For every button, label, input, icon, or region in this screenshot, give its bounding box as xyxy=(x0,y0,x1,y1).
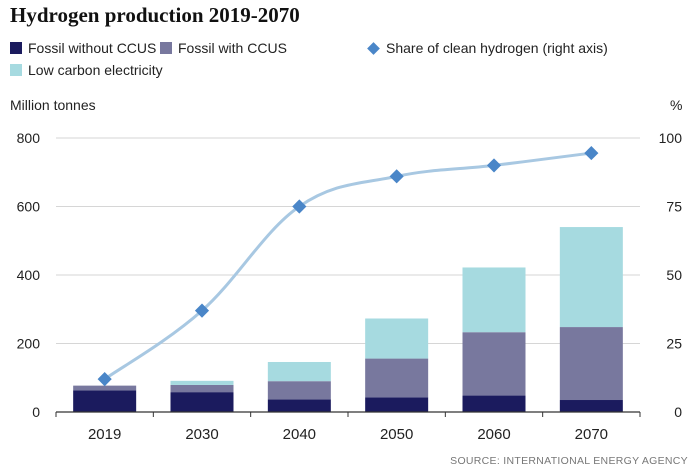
bar-fossil-with-ccus-2019 xyxy=(73,385,137,391)
share-marker-2019 xyxy=(97,372,112,387)
share-marker-2050 xyxy=(389,169,404,184)
x-tick-label: 2030 xyxy=(185,426,218,443)
legend-item-fossil-without-ccus: Fossil without CCUS xyxy=(10,40,156,56)
y2-tick-label: 0 xyxy=(674,404,682,420)
y2-axis-label: % xyxy=(670,97,683,113)
x-tick-label: 2050 xyxy=(380,426,413,443)
y2-tick-label: 100 xyxy=(659,130,683,146)
share-marker-2070 xyxy=(584,145,599,161)
bar-fossil-with-ccus-2060 xyxy=(462,332,526,396)
legend-swatch-low-carbon-electricity xyxy=(10,64,22,76)
y-tick-label: 0 xyxy=(32,404,40,420)
y-tick-label: 400 xyxy=(17,267,41,283)
bar-low-carbon-electricity-2040 xyxy=(267,361,331,382)
x-tick-label: 2060 xyxy=(477,426,510,443)
legend-swatch-fossil-with-ccus xyxy=(160,42,172,54)
bar-fossil-without-ccus-2070 xyxy=(559,400,623,412)
y-tick-label: 800 xyxy=(17,130,41,146)
bar-fossil-without-ccus-2030 xyxy=(170,392,234,412)
legend-label: Fossil with CCUS xyxy=(178,40,287,56)
y2-tick-label: 75 xyxy=(666,199,682,215)
bar-low-carbon-electricity-2060 xyxy=(462,267,526,333)
bar-fossil-without-ccus-2060 xyxy=(462,395,526,412)
legend-item-fossil-with-ccus: Fossil with CCUS xyxy=(160,40,287,56)
chart-title: Hydrogen production 2019-2070 xyxy=(10,3,300,27)
source-note: SOURCE: INTERNATIONAL ENERGY AGENCY xyxy=(450,455,688,467)
legend-label: Low carbon electricity xyxy=(28,62,163,78)
legend-label: Share of clean hydrogen (right axis) xyxy=(386,40,608,56)
legend-label: Fossil without CCUS xyxy=(28,40,157,56)
y-axis-label: Million tonnes xyxy=(10,97,96,113)
bar-low-carbon-electricity-2030 xyxy=(170,380,234,385)
y-tick-label: 200 xyxy=(17,336,41,352)
legend-swatch-fossil-without-ccus xyxy=(10,42,22,54)
y2-tick-label: 50 xyxy=(666,267,682,283)
bar-low-carbon-electricity-2050 xyxy=(365,318,429,359)
legend-item-clean-hydrogen-share: Share of clean hydrogen (right axis) xyxy=(366,40,608,56)
share-marker-2060 xyxy=(486,158,502,173)
bar-fossil-with-ccus-2050 xyxy=(365,358,429,398)
share-marker-2030 xyxy=(194,303,210,318)
bar-fossil-without-ccus-2019 xyxy=(73,390,137,412)
x-tick-label: 2019 xyxy=(88,426,121,443)
legend-item-low-carbon-electricity: Low carbon electricity xyxy=(10,62,163,78)
y-tick-label: 600 xyxy=(17,199,41,215)
bar-fossil-with-ccus-2070 xyxy=(559,327,623,401)
bar-fossil-with-ccus-2040 xyxy=(267,381,331,400)
share-marker-2040 xyxy=(292,199,307,214)
y2-tick-label: 25 xyxy=(666,336,682,352)
bar-fossil-with-ccus-2030 xyxy=(170,384,234,393)
x-tick-label: 2040 xyxy=(283,426,316,443)
bar-fossil-without-ccus-2040 xyxy=(267,399,331,412)
bar-low-carbon-electricity-2070 xyxy=(559,227,623,328)
bar-fossil-without-ccus-2050 xyxy=(365,397,429,412)
x-tick-label: 2070 xyxy=(575,426,608,443)
